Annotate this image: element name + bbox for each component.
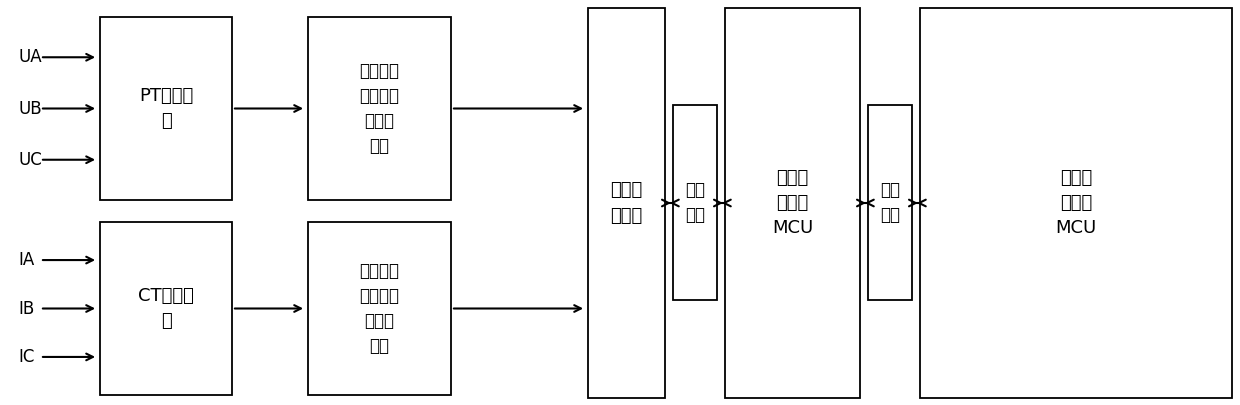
Bar (308, 222, 451, 395)
Text: UC: UC (19, 151, 42, 169)
Bar (308, 17, 451, 200)
Text: IB: IB (19, 300, 35, 318)
Text: 专业计
量芯片: 专业计 量芯片 (610, 181, 642, 224)
Text: PT电压采
样: PT电压采 样 (139, 87, 193, 130)
Text: 信号调理
（放大、
低通滤
波）: 信号调理 （放大、 低通滤 波） (360, 62, 399, 155)
Text: IC: IC (19, 348, 35, 366)
Bar (588, 8, 665, 398)
Text: 应用数
据处理
MCU: 应用数 据处理 MCU (1055, 169, 1096, 237)
Bar (868, 105, 911, 300)
Text: 实时数
据处理
MCU: 实时数 据处理 MCU (771, 169, 813, 237)
Text: IA: IA (19, 251, 35, 269)
Text: UB: UB (19, 100, 42, 117)
Bar (920, 8, 1233, 398)
Text: 信号调理
（放大、
低通滤
波）: 信号调理 （放大、 低通滤 波） (360, 262, 399, 355)
Text: 串行
接口: 串行 接口 (684, 181, 706, 224)
Text: CT电流采
样: CT电流采 样 (138, 287, 193, 330)
Bar (673, 105, 717, 300)
Bar (725, 8, 861, 398)
Bar (100, 17, 232, 200)
Text: UA: UA (19, 48, 42, 66)
Bar (100, 222, 232, 395)
Text: 串行
接口: 串行 接口 (880, 181, 900, 224)
